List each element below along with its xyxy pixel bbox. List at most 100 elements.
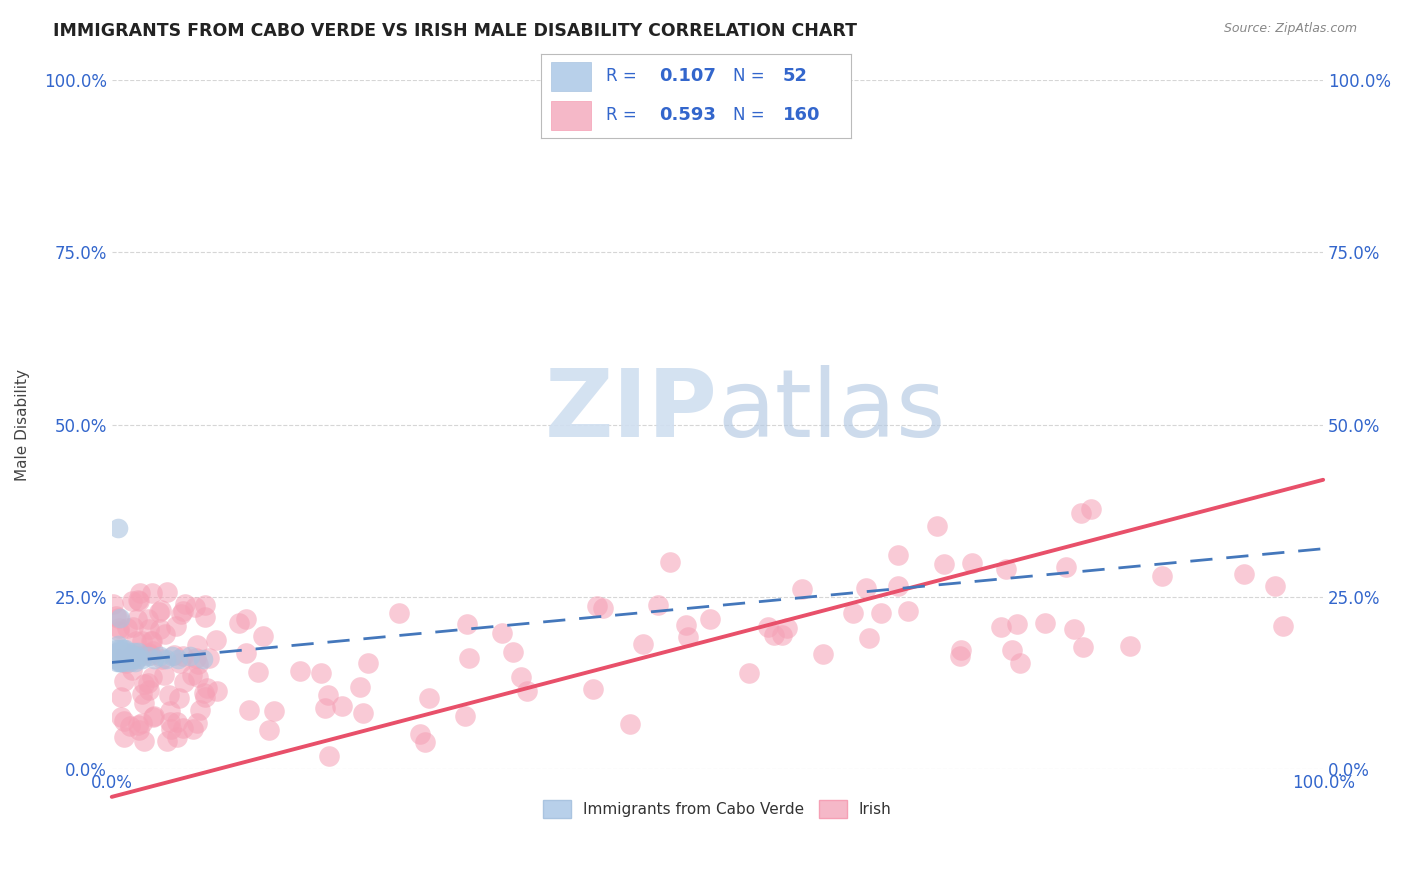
Point [195,681,218,695]
Point [166,715,188,730]
Point [107,652,129,666]
Point [110,648,132,663]
Point [173,598,195,612]
Point [288,664,311,678]
Point [141,634,163,648]
Text: 0.107: 0.107 [659,68,716,86]
Point [110,610,132,624]
Point [101,597,124,611]
Point [110,709,132,723]
Point [194,690,217,705]
Point [1063,622,1085,636]
Point [179,648,201,663]
Point [142,708,165,723]
Point [112,730,135,744]
Point [108,645,131,659]
Point [112,656,135,670]
Point [138,683,160,698]
Point [169,656,191,670]
Point [1007,617,1029,632]
Point [311,666,333,681]
Point [887,579,910,593]
Point [841,606,863,620]
Point [194,610,217,624]
Point [491,626,513,640]
Point [263,704,285,718]
Point [115,647,138,661]
Point [415,735,437,749]
Point [1070,506,1092,520]
Point [136,612,159,626]
Text: 52: 52 [783,68,807,86]
Point [418,691,440,706]
Point [120,648,142,663]
Point [149,648,172,663]
Point [193,686,215,700]
Point [330,698,353,713]
Point [349,680,371,694]
Point [157,688,180,702]
Point [136,648,159,663]
Point [1001,642,1024,657]
Point [647,598,669,612]
Point [585,599,607,613]
Point [191,652,214,666]
Point [118,648,141,663]
Point [131,687,153,701]
Legend: Immigrants from Cabo Verde, Irish: Immigrants from Cabo Verde, Irish [537,794,898,823]
Point [149,622,172,636]
Point [105,656,128,670]
Point [516,683,538,698]
Point [120,719,142,733]
Point [247,665,270,680]
Point [887,548,910,562]
Point [167,652,190,666]
Point [107,521,129,535]
Point [1008,656,1031,670]
Point [257,723,280,737]
Point [172,721,194,735]
Point [737,666,759,681]
Text: IMMIGRANTS FROM CABO VERDE VS IRISH MALE DISABILITY CORRELATION CHART: IMMIGRANTS FROM CABO VERDE VS IRISH MALE… [53,22,858,40]
Point [108,656,131,670]
Point [205,683,228,698]
Point [148,605,170,619]
Point [631,637,654,651]
Point [318,748,340,763]
Point [112,648,135,663]
Point [770,628,793,642]
Point [104,652,127,666]
Point [122,645,145,659]
Point [121,594,143,608]
Point [138,622,160,636]
Point [105,609,128,624]
Point [105,641,128,656]
Point [111,648,134,663]
Point [960,556,983,570]
Point [790,582,813,596]
Point [592,600,614,615]
Point [142,643,165,657]
Point [166,731,188,745]
Point [108,621,131,635]
Point [949,642,972,657]
Point [121,652,143,666]
Text: atlas: atlas [717,365,946,457]
Text: 0.593: 0.593 [659,105,716,123]
Point [1054,560,1077,574]
Point [160,723,183,737]
Point [112,645,135,659]
Point [117,652,139,666]
Y-axis label: Male Disability: Male Disability [15,368,30,481]
Text: ZIP: ZIP [544,365,717,457]
Point [138,647,160,661]
Point [143,652,166,666]
Point [128,649,150,664]
Point [456,617,478,632]
Point [128,594,150,608]
Point [314,701,336,715]
Point [316,688,339,702]
Point [114,641,136,656]
Point [228,616,250,631]
Point [156,585,179,599]
